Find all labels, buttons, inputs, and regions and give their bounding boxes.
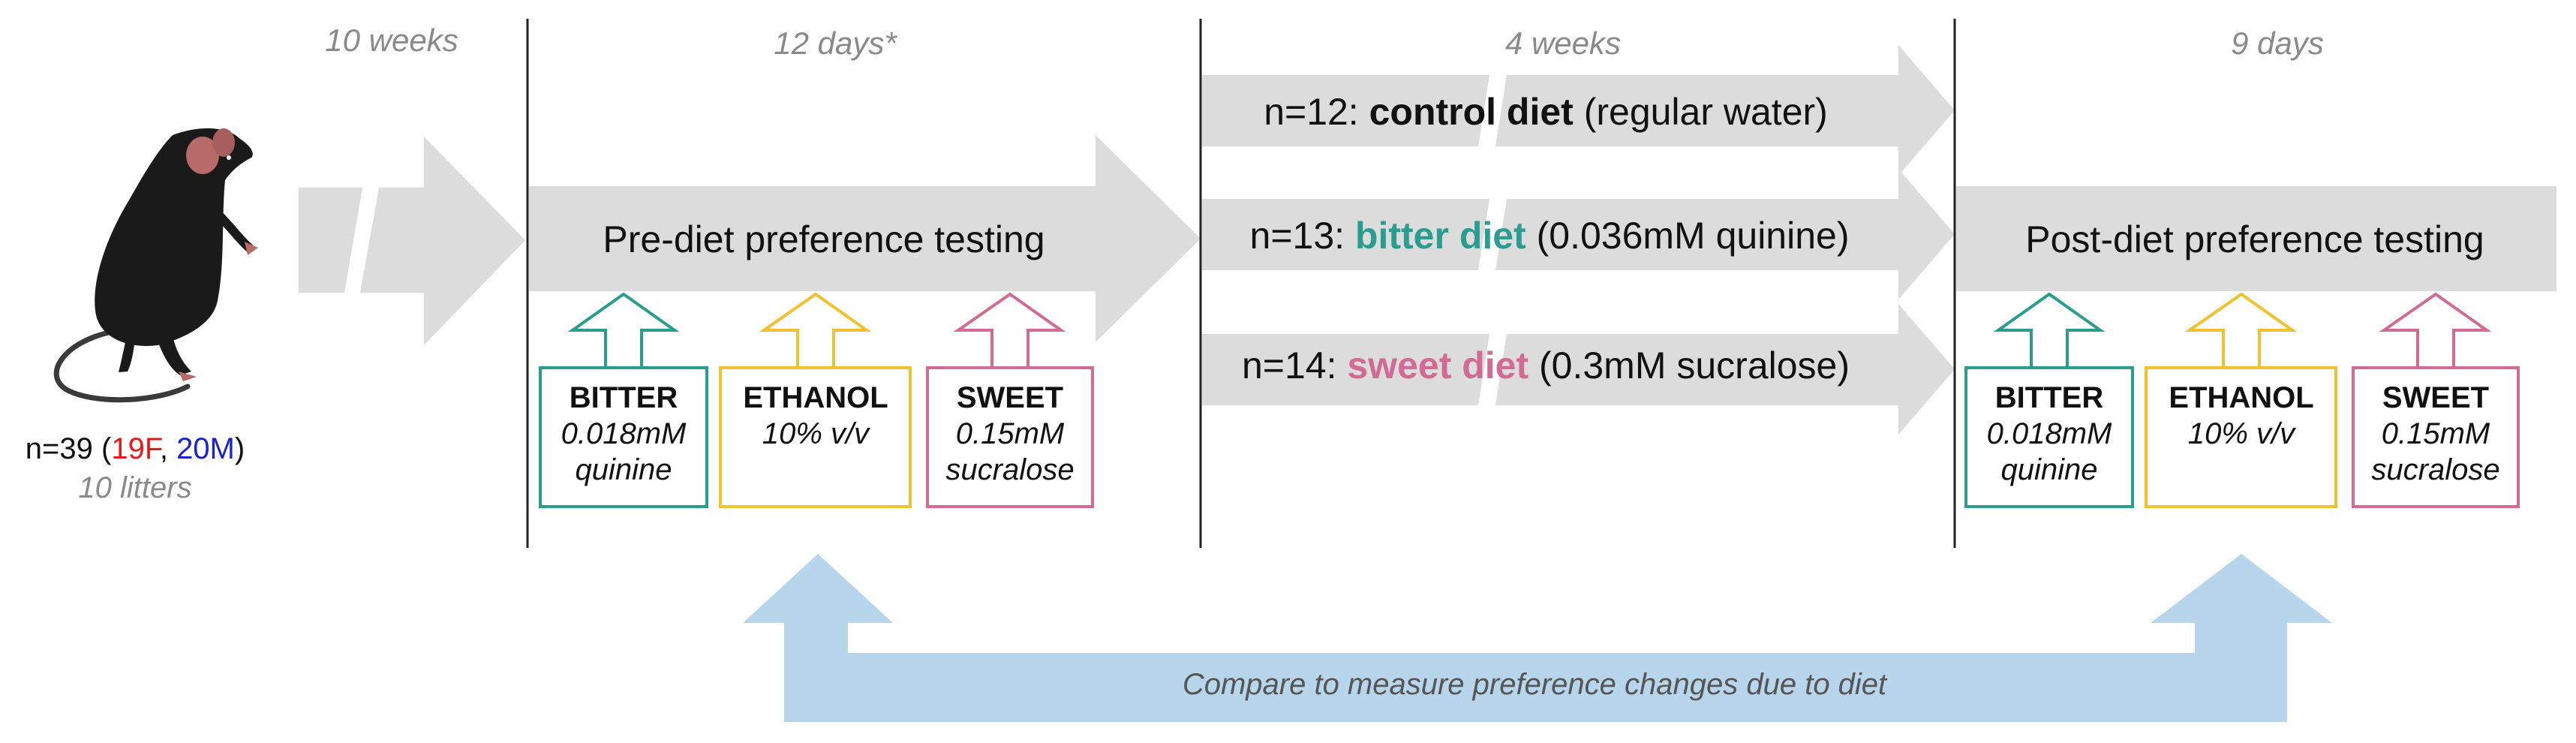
sweet-diet-label: n=14: sweet diet (0.3mM sucralose) — [1242, 344, 1850, 387]
phase-label-post-test: 9 days — [2231, 26, 2324, 61]
post-diet-stage-label: Post-diet preference testing — [2025, 218, 2484, 260]
pre-diet-arrow — [529, 135, 1201, 342]
bitter-diet-arrow — [1202, 169, 1955, 299]
phase-label-diet: 4 weeks — [1505, 26, 1621, 61]
post-diet-bar — [1956, 186, 2556, 291]
post-bitter-line1: 0.018mM — [1987, 417, 2112, 450]
bitter-diet-label: n=13: bitter diet (0.036mM quinine) — [1250, 215, 1850, 257]
post-ethanol-line1: 10% v/v — [2188, 417, 2296, 450]
post-bitter-test: BITTER 0.018mM quinine — [1964, 292, 2134, 508]
post-sweet-line1: 0.15mM — [2382, 417, 2490, 450]
pre-ethanol-title: ETHANOL — [743, 381, 888, 414]
pre-sweet-line2: sucralose — [945, 453, 1074, 486]
sweet-diet-arrow — [1202, 304, 1955, 435]
post-sweet-line2: sucralose — [2371, 453, 2499, 486]
acclimation-arrow — [299, 137, 525, 345]
pre-bitter-title: BITTER — [570, 381, 678, 414]
pre-bitter-line1: 0.018mM — [561, 417, 687, 450]
control-diet-arrow — [1202, 45, 1955, 176]
pre-bitter-line2: quinine — [575, 453, 672, 486]
phase-label-acclimation: 10 weeks — [325, 23, 458, 58]
litters-label: 10 litters — [78, 471, 191, 504]
post-ethanol-title: ETHANOL — [2169, 381, 2313, 414]
phase-dividers — [526, 19, 1956, 548]
post-sweet-test: SWEET 0.15mM sucralose — [2352, 292, 2520, 508]
pre-bitter-test: BITTER 0.018mM quinine — [539, 292, 708, 508]
pre-sweet-title: SWEET — [957, 381, 1063, 414]
phase-label-pre-test: 12 days* — [774, 26, 897, 61]
post-bitter-title: BITTER — [1995, 381, 2104, 414]
cohort-label: n=39 (19F, 20M) — [26, 432, 245, 465]
post-sweet-title: SWEET — [2382, 381, 2489, 414]
pre-diet-stage-label: Pre-diet preference testing — [603, 218, 1045, 260]
post-ethanol-test: ETHANOL 10% v/v — [2145, 292, 2337, 508]
pre-ethanol-line1: 10% v/v — [762, 417, 870, 450]
mouse-icon — [53, 128, 258, 403]
pre-sweet-test: SWEET 0.15mM sucralose — [926, 292, 1094, 508]
compare-label: Compare to measure preference changes du… — [1183, 668, 1888, 701]
pre-ethanol-test: ETHANOL 10% v/v — [719, 292, 912, 508]
post-bitter-line2: quinine — [2000, 453, 2097, 486]
pre-sweet-line1: 0.15mM — [956, 417, 1065, 450]
control-diet-label: n=12: control diet (regular water) — [1264, 91, 1828, 133]
compare-arrow — [743, 554, 2332, 722]
